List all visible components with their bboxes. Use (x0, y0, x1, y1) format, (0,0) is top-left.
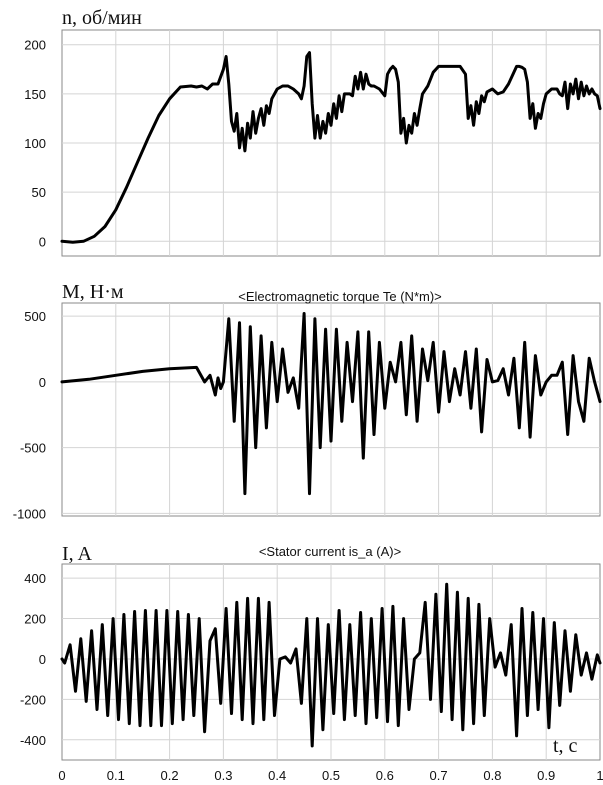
y-axis-label: n, об/мин (62, 7, 142, 29)
y-tick-label: -400 (20, 733, 46, 748)
speed-panel: 0 50 100 150 200 n, об/мин (24, 7, 602, 257)
y-tick-label: 200 (24, 612, 46, 627)
y-axis-label: M, Н·м (62, 281, 124, 303)
x-tick-label: 0.5 (322, 768, 340, 783)
y-tick-label: -1000 (13, 506, 46, 521)
y-tick-label: 0 (39, 375, 46, 390)
y-tick-label: 400 (24, 571, 46, 586)
y-tick-label: 50 (32, 185, 46, 200)
y-tick-label: 0 (39, 234, 46, 249)
x-tick-label: 0.3 (214, 768, 232, 783)
x-tick-label: 0.7 (430, 768, 448, 783)
y-tick-label: 500 (24, 309, 46, 324)
current-panel: 400 200 0 -200 -400 I, A <Stator current is_a … (20, 543, 603, 783)
y-tick-label: 100 (24, 136, 46, 151)
series-line (60, 582, 602, 748)
y-tick-label: 150 (24, 87, 46, 102)
series-line (60, 51, 602, 244)
x-tick-label: 0.2 (161, 768, 179, 783)
y-tick-label: -500 (20, 441, 46, 456)
x-tick-label: 0.1 (107, 768, 125, 783)
x-axis-label: t, c (553, 735, 578, 757)
x-tick-label: 0.9 (537, 768, 555, 783)
x-tick-label: 0.8 (483, 768, 501, 783)
y-tick-label: 200 (24, 38, 46, 53)
x-tick-label: 1 (596, 768, 603, 783)
y-axis-label: I, A (62, 543, 93, 565)
y-tick-label: -200 (20, 692, 46, 707)
torque-panel: 500 0 -500 -1000 M, Н·м <Electromagnetic torq… (13, 281, 602, 521)
x-tick-label: 0.6 (376, 768, 394, 783)
series-line (60, 312, 602, 496)
x-tick-label: 0.4 (268, 768, 286, 783)
y-tick-label: 0 (39, 652, 46, 667)
panel-title: <Stator current is_a (A)> (259, 544, 401, 559)
panel-title: <Electromagnetic torque Te (N*m)> (238, 289, 442, 304)
x-tick-label: 0 (58, 768, 65, 783)
